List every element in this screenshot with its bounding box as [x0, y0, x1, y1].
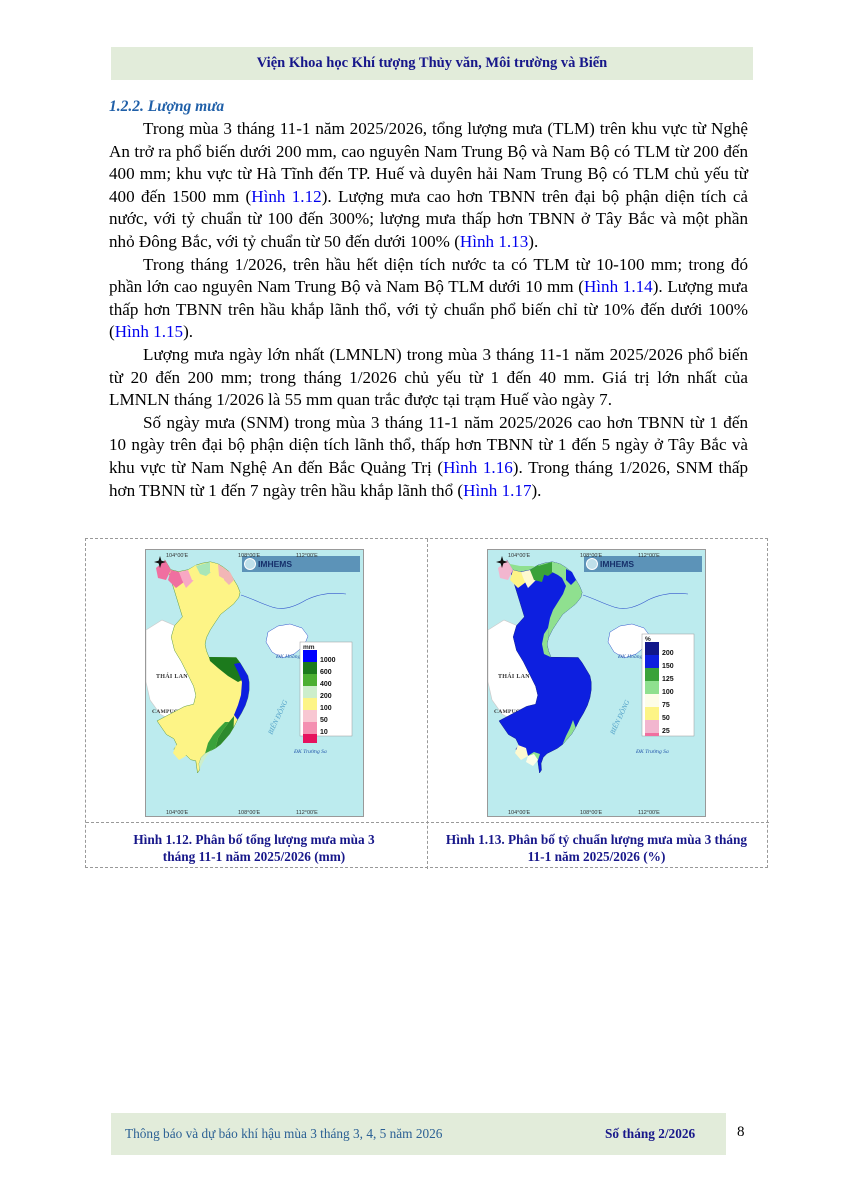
- svg-text:104°00'E: 104°00'E: [166, 810, 189, 816]
- svg-text:112°00'E: 112°00'E: [296, 553, 318, 559]
- svg-text:ĐK Trường Sa: ĐK Trường Sa: [635, 749, 669, 755]
- svg-text:mm: mm: [303, 644, 315, 651]
- svg-text:THÁI LAN: THÁI LAN: [498, 672, 530, 680]
- svg-text:100: 100: [320, 705, 332, 712]
- svg-text:112°00'E: 112°00'E: [638, 553, 660, 559]
- svg-text:THÁI LAN: THÁI LAN: [156, 672, 188, 680]
- svg-text:50: 50: [320, 717, 328, 724]
- svg-text:%: %: [645, 636, 651, 643]
- svg-text:400: 400: [320, 681, 332, 688]
- svg-text:25: 25: [662, 728, 670, 735]
- svg-text:100: 100: [662, 689, 674, 696]
- svg-text:1000: 1000: [320, 657, 336, 664]
- svg-text:112°00'E: 112°00'E: [638, 810, 660, 816]
- svg-text:125: 125: [662, 676, 674, 683]
- svg-text:108°00'E: 108°00'E: [238, 553, 261, 559]
- svg-text:50: 50: [662, 715, 670, 722]
- svg-text:200: 200: [320, 693, 332, 700]
- svg-text:104°00'E: 104°00'E: [508, 553, 531, 559]
- svg-text:75: 75: [662, 702, 670, 709]
- svg-text:IMHEMS: IMHEMS: [258, 559, 292, 569]
- svg-text:200: 200: [662, 650, 674, 657]
- svg-text:ĐK Trường Sa: ĐK Trường Sa: [293, 749, 327, 755]
- svg-text:IMHEMS: IMHEMS: [600, 559, 634, 569]
- svg-text:150: 150: [662, 663, 674, 670]
- svg-text:112°00'E: 112°00'E: [296, 810, 318, 816]
- svg-text:600: 600: [320, 669, 332, 676]
- svg-text:10: 10: [320, 729, 328, 736]
- svg-text:104°00'E: 104°00'E: [508, 810, 531, 816]
- svg-text:108°00'E: 108°00'E: [238, 810, 261, 816]
- svg-text:104°00'E: 104°00'E: [166, 553, 189, 559]
- svg-text:108°00'E: 108°00'E: [580, 810, 603, 816]
- svg-text:108°00'E: 108°00'E: [580, 553, 603, 559]
